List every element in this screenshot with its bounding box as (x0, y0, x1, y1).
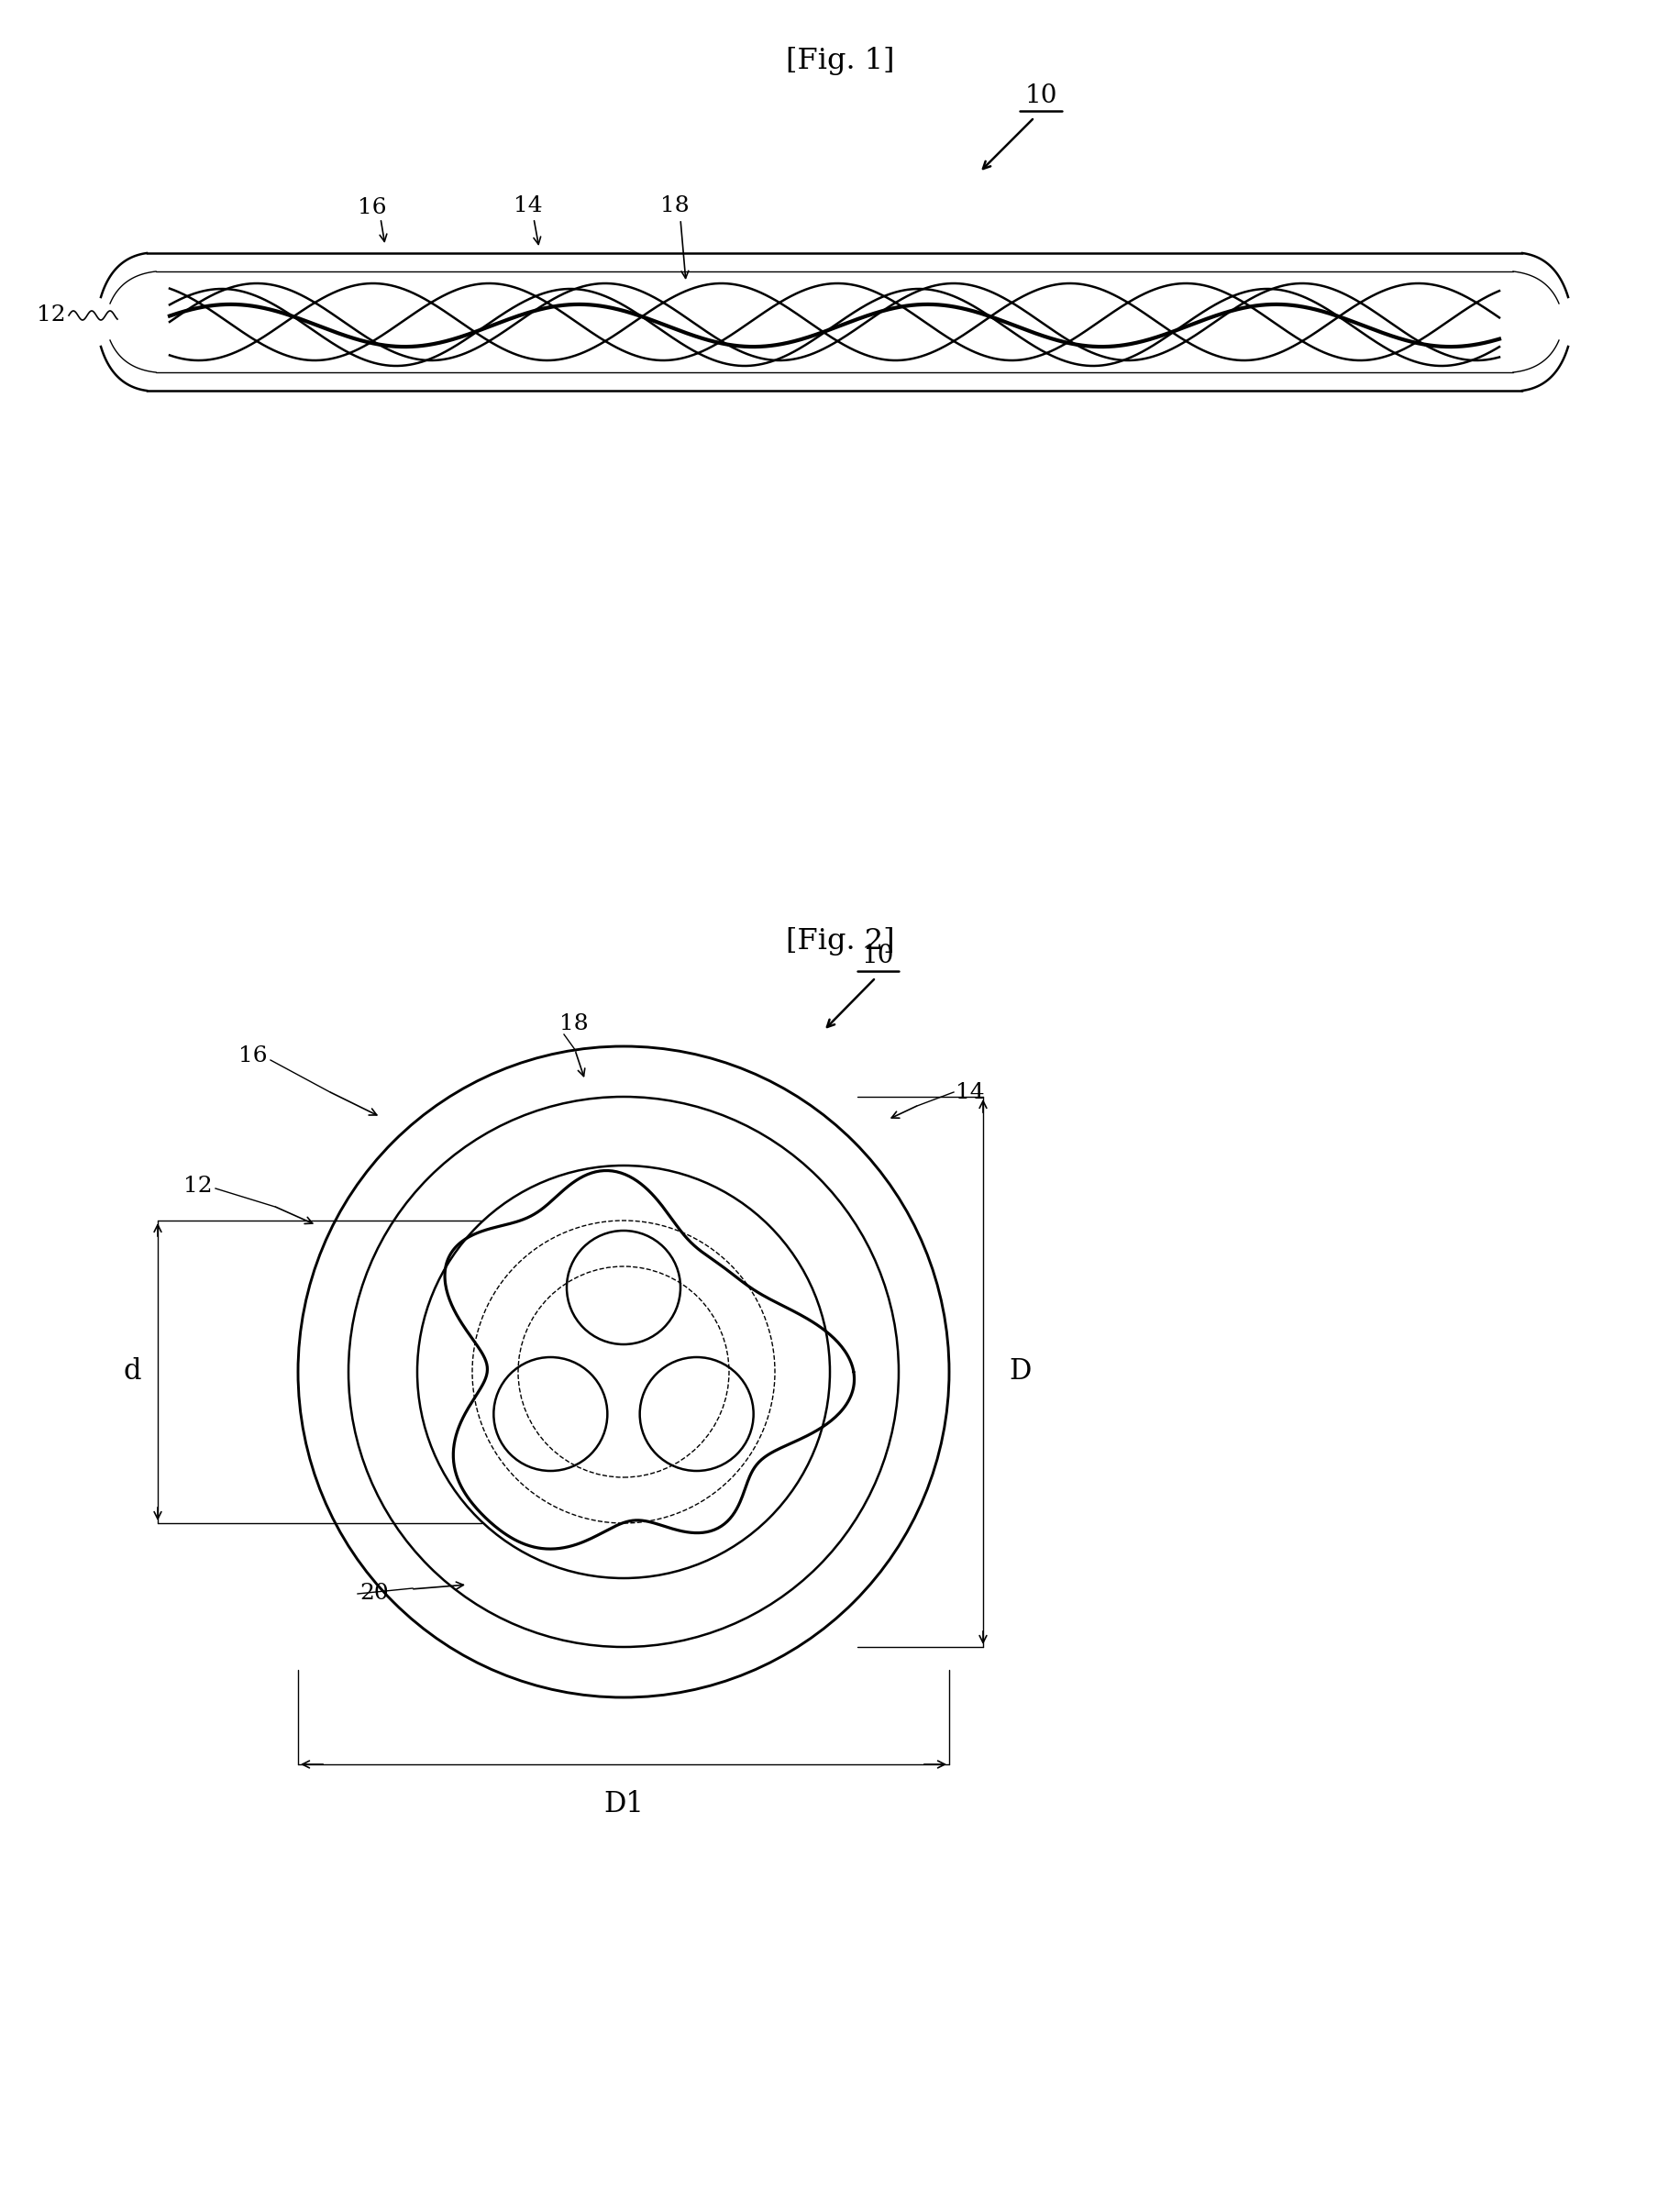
Text: D1: D1 (603, 1790, 643, 1818)
Text: 10: 10 (862, 943, 894, 969)
Text: 12: 12 (37, 304, 66, 326)
Text: d: d (123, 1357, 141, 1385)
Text: [Fig. 1]: [Fig. 1] (786, 46, 894, 74)
Text: 10: 10 (1025, 83, 1057, 107)
Text: 18: 18 (660, 195, 689, 217)
Text: 14: 14 (956, 1081, 984, 1103)
Text: 20: 20 (360, 1584, 388, 1604)
Text: 16: 16 (239, 1046, 267, 1066)
Text: [Fig. 2]: [Fig. 2] (786, 928, 894, 956)
Text: 16: 16 (358, 197, 386, 219)
Text: 18: 18 (559, 1013, 588, 1035)
Text: 14: 14 (514, 195, 543, 217)
Text: D: D (1008, 1357, 1032, 1385)
Text: 12: 12 (183, 1177, 213, 1197)
